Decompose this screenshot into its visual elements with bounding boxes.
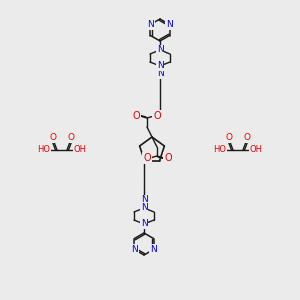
Text: N: N bbox=[131, 245, 138, 254]
Text: O: O bbox=[244, 134, 250, 142]
Text: HO: HO bbox=[38, 146, 50, 154]
Text: N: N bbox=[147, 20, 154, 29]
Text: O: O bbox=[50, 134, 56, 142]
Text: O: O bbox=[132, 111, 140, 121]
Text: N: N bbox=[141, 220, 147, 229]
Text: O: O bbox=[153, 111, 161, 121]
Text: N: N bbox=[166, 20, 173, 29]
Text: N: N bbox=[157, 61, 164, 70]
Text: O: O bbox=[143, 153, 151, 163]
Text: O: O bbox=[226, 134, 232, 142]
Text: N: N bbox=[141, 196, 147, 205]
Text: N: N bbox=[150, 245, 157, 254]
Text: N: N bbox=[141, 203, 147, 212]
Text: O: O bbox=[68, 134, 74, 142]
Text: N: N bbox=[157, 46, 164, 55]
Text: HO: HO bbox=[214, 146, 226, 154]
Text: O: O bbox=[164, 153, 172, 163]
Text: OH: OH bbox=[250, 146, 262, 154]
Text: OH: OH bbox=[74, 146, 86, 154]
Text: N: N bbox=[157, 70, 164, 79]
